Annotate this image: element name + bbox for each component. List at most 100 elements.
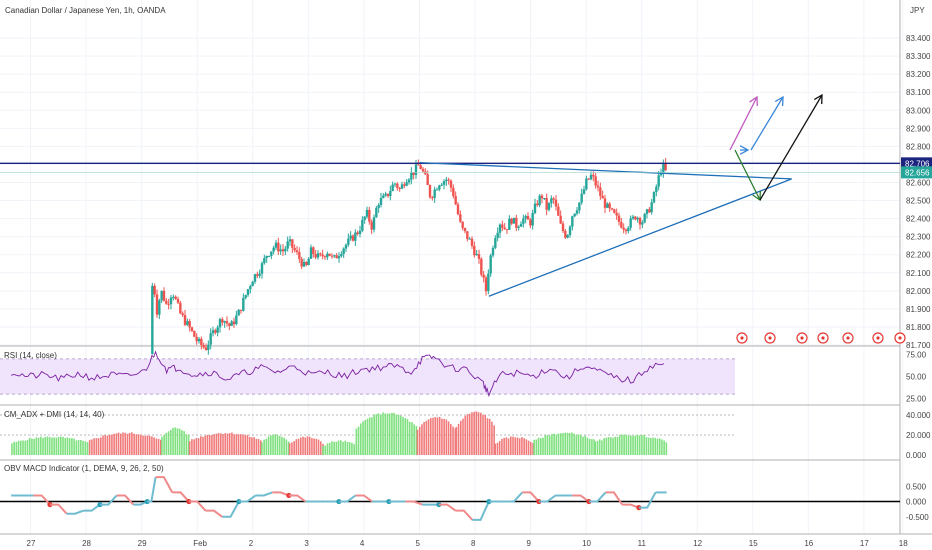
candle-body[interactable] xyxy=(547,203,551,210)
candle-body[interactable] xyxy=(487,273,490,292)
candle-body[interactable] xyxy=(536,203,539,206)
candle-body[interactable] xyxy=(319,253,322,255)
candle-body[interactable] xyxy=(624,229,628,232)
candle-body[interactable] xyxy=(652,191,656,203)
candle-body[interactable] xyxy=(151,285,154,355)
candle-body[interactable] xyxy=(174,296,177,299)
candle-body[interactable] xyxy=(393,183,397,185)
candle-body[interactable] xyxy=(638,217,642,225)
candle-body[interactable] xyxy=(599,187,602,196)
candle-body[interactable] xyxy=(176,298,180,303)
candle-body[interactable] xyxy=(242,297,245,311)
candle-body[interactable] xyxy=(246,289,250,295)
candle-body[interactable] xyxy=(363,216,366,220)
candle-body[interactable] xyxy=(321,254,324,257)
candle-body[interactable] xyxy=(557,206,560,216)
candle-body[interactable] xyxy=(580,193,583,203)
candle-body[interactable] xyxy=(162,290,166,301)
candle-body[interactable] xyxy=(608,203,611,209)
candle-body[interactable] xyxy=(419,165,422,169)
candle-body[interactable] xyxy=(475,254,478,256)
candle-body[interactable] xyxy=(270,251,273,256)
candle-body[interactable] xyxy=(592,174,595,177)
candle-body[interactable] xyxy=(412,172,415,175)
candle-body[interactable] xyxy=(265,255,268,259)
obv-pane[interactable]: 0.500 0.000 -0.500 xyxy=(0,476,929,522)
candle-body[interactable] xyxy=(335,255,338,259)
candle-body[interactable] xyxy=(218,319,222,328)
candle-body[interactable] xyxy=(232,321,236,325)
candle-body[interactable] xyxy=(494,238,497,248)
rsi-line[interactable] xyxy=(10,350,665,398)
candle-body[interactable] xyxy=(302,262,306,267)
candle-body[interactable] xyxy=(510,218,513,224)
candle-body[interactable] xyxy=(356,232,359,234)
candle-body[interactable] xyxy=(158,300,161,315)
candle-body[interactable] xyxy=(239,309,243,311)
candle-body[interactable] xyxy=(482,274,485,278)
candle-body[interactable] xyxy=(379,197,383,206)
candle-body[interactable] xyxy=(585,178,588,190)
arrow-black[interactable] xyxy=(759,94,823,201)
candle-body[interactable] xyxy=(309,247,313,259)
candle-body[interactable] xyxy=(456,204,460,215)
candle-body[interactable] xyxy=(389,191,392,196)
candle-body[interactable] xyxy=(342,248,345,254)
candle-body[interactable] xyxy=(228,323,231,326)
candle-body[interactable] xyxy=(179,302,182,314)
arrow-magenta[interactable] xyxy=(729,96,758,151)
candle-body[interactable] xyxy=(267,255,271,257)
candle-body[interactable] xyxy=(337,256,341,259)
candle-body[interactable] xyxy=(291,239,294,248)
candle-body[interactable] xyxy=(260,263,264,274)
candle-body[interactable] xyxy=(582,189,586,194)
candle-body[interactable] xyxy=(461,221,464,228)
candle-body[interactable] xyxy=(426,174,429,185)
candle-body[interactable] xyxy=(193,330,196,337)
candle-body[interactable] xyxy=(358,230,362,234)
candle-body[interactable] xyxy=(522,218,525,224)
candle-body[interactable] xyxy=(204,347,208,351)
candle-body[interactable] xyxy=(533,203,537,214)
candle-body[interactable] xyxy=(160,290,163,301)
candle-body[interactable] xyxy=(491,247,495,256)
candle-body[interactable] xyxy=(382,195,385,198)
candle-body[interactable] xyxy=(349,235,352,239)
candle-body[interactable] xyxy=(300,258,303,267)
candle-body[interactable] xyxy=(237,309,240,316)
candle-body[interactable] xyxy=(655,186,658,192)
candle-body[interactable] xyxy=(552,198,555,200)
candle-body[interactable] xyxy=(410,172,413,180)
candle-body[interactable] xyxy=(344,244,348,249)
candle-body[interactable] xyxy=(622,227,625,230)
candle-body[interactable] xyxy=(396,183,399,188)
candle-body[interactable] xyxy=(629,218,632,228)
candle-body[interactable] xyxy=(564,230,567,238)
candle-body[interactable] xyxy=(281,249,285,252)
candle-body[interactable] xyxy=(400,184,404,189)
candle-body[interactable] xyxy=(375,207,378,218)
price-axis[interactable]: 83.400 83.300 83.200 83.100 83.000 82.900 82.8… xyxy=(901,34,932,350)
candle-body[interactable] xyxy=(274,242,278,248)
candle-body[interactable] xyxy=(648,209,651,213)
candle-body[interactable] xyxy=(372,217,376,230)
candle-body[interactable] xyxy=(386,193,390,196)
candle-body[interactable] xyxy=(615,212,618,216)
candle-body[interactable] xyxy=(643,213,646,223)
candle-body[interactable] xyxy=(631,216,635,219)
candle-body[interactable] xyxy=(578,202,581,211)
candle-body[interactable] xyxy=(554,199,558,207)
candle-body[interactable] xyxy=(431,197,434,199)
candle-body[interactable] xyxy=(566,235,569,238)
candle-body[interactable] xyxy=(519,223,523,227)
candle-body[interactable] xyxy=(540,195,544,199)
triangle-trend-line[interactable] xyxy=(419,161,792,180)
candle-body[interactable] xyxy=(508,218,511,230)
candle-body[interactable] xyxy=(606,203,609,208)
candle-body[interactable] xyxy=(328,253,331,256)
adx-pane[interactable]: 40.000 20.000 0.000 xyxy=(0,411,931,460)
candle-body[interactable] xyxy=(253,274,257,282)
candle-body[interactable] xyxy=(589,174,593,180)
candle-body[interactable] xyxy=(361,219,364,231)
candle-body[interactable] xyxy=(223,321,226,323)
